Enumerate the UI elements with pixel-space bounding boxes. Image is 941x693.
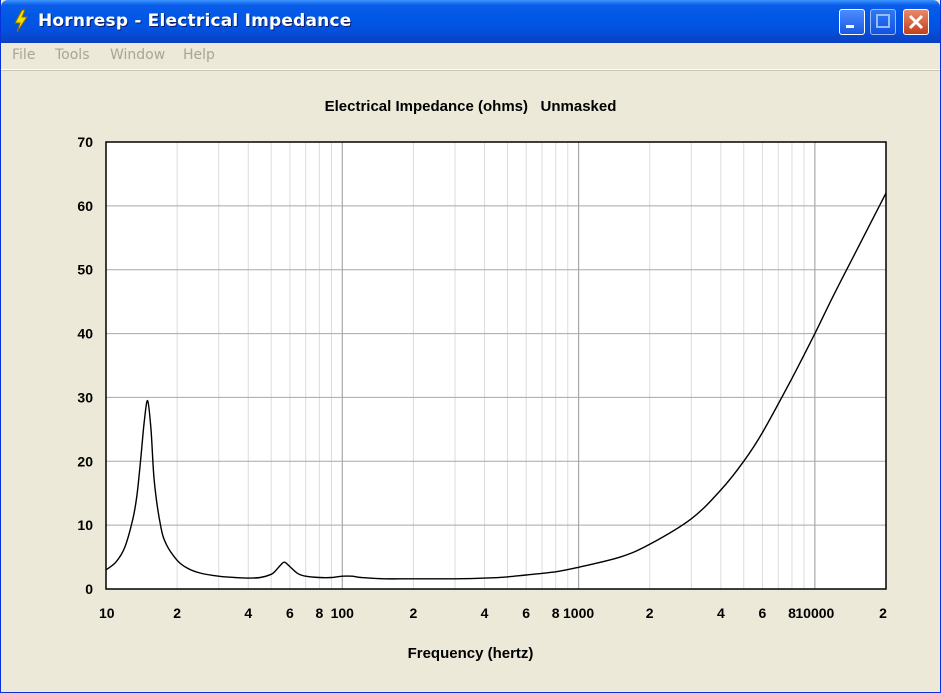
x-tick-label: 6 xyxy=(286,605,294,621)
maximize-icon xyxy=(876,14,890,28)
menu-file[interactable]: File xyxy=(12,47,36,63)
impedance-curve xyxy=(105,192,887,580)
x-tick-label: 4 xyxy=(481,605,489,621)
y-tick-label: 60 xyxy=(77,198,93,214)
x-tick-label: 2 xyxy=(879,605,887,621)
menu-tools[interactable]: Tools xyxy=(55,47,90,63)
menu-help[interactable]: Help xyxy=(183,47,215,63)
minimize-button[interactable] xyxy=(839,9,865,35)
x-tick-label: 2 xyxy=(646,605,654,621)
minimize-icon xyxy=(846,25,854,28)
menu-bar: File Tools Window Help xyxy=(1,43,940,70)
window-title: Hornresp - Electrical Impedance xyxy=(38,11,352,31)
y-tick-label: 70 xyxy=(77,134,93,150)
y-tick-label: 40 xyxy=(77,326,93,342)
plot-border xyxy=(105,141,887,590)
maximize-button[interactable] xyxy=(870,9,896,35)
close-button[interactable] xyxy=(903,9,929,35)
y-tick-label: 0 xyxy=(85,581,93,597)
x-tick-label: 8 xyxy=(788,605,796,621)
y-tick-label: 50 xyxy=(77,262,93,278)
lightning-bolt-icon xyxy=(14,9,28,33)
x-tick-label: 10000 xyxy=(795,605,834,621)
x-tick-label: 8 xyxy=(315,605,323,621)
menu-window[interactable]: Window xyxy=(110,47,166,63)
x-tick-label: 4 xyxy=(717,605,725,621)
x-tick-label: 2 xyxy=(173,605,181,621)
x-tick-label: 100 xyxy=(331,605,355,621)
x-tick-label: 2 xyxy=(410,605,418,621)
grid-lines xyxy=(106,142,886,589)
x-tick-label: 1000 xyxy=(563,605,594,621)
plot-area xyxy=(106,142,886,589)
y-axis-ticks: 0 10 20 30 40 50 60 70 xyxy=(77,134,93,597)
x-tick-label: 8 xyxy=(552,605,560,621)
x-tick-label: 4 xyxy=(244,605,252,621)
x-tick-label: 6 xyxy=(759,605,767,621)
x-axis-ticks: 10 2 4 6 8 100 2 4 6 8 1000 2 4 6 8 10000 2 xyxy=(99,605,887,621)
chart-title: Electrical Impedance (ohms) Unmasked xyxy=(324,98,617,115)
x-tick-label: 6 xyxy=(522,605,530,621)
y-tick-label: 20 xyxy=(77,453,93,469)
y-tick-label: 10 xyxy=(77,517,93,533)
title-bar[interactable]: Hornresp - Electrical Impedance xyxy=(1,0,940,43)
y-tick-label: 30 xyxy=(77,389,93,405)
x-axis-label: Frequency (hertz) xyxy=(407,645,534,662)
x-tick-label: 10 xyxy=(99,605,115,621)
close-icon xyxy=(908,14,924,30)
